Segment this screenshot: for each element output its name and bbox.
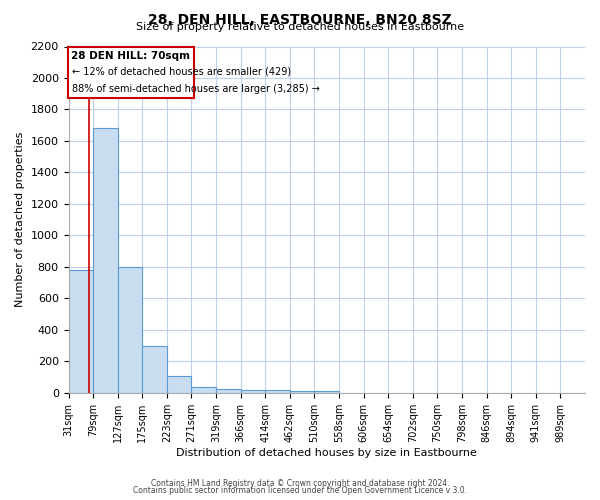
X-axis label: Distribution of detached houses by size in Eastbourne: Distribution of detached houses by size … xyxy=(176,448,477,458)
Bar xyxy=(265,390,290,393)
Bar xyxy=(191,386,216,393)
Text: ← 12% of detached houses are smaller (429): ← 12% of detached houses are smaller (42… xyxy=(71,66,291,76)
Bar xyxy=(216,389,241,393)
Bar xyxy=(314,392,339,393)
Bar xyxy=(142,346,167,393)
Bar xyxy=(290,392,314,393)
Text: Contains public sector information licensed under the Open Government Licence v : Contains public sector information licen… xyxy=(133,486,467,495)
Text: 28, DEN HILL, EASTBOURNE, BN20 8SZ: 28, DEN HILL, EASTBOURNE, BN20 8SZ xyxy=(148,12,452,26)
Bar xyxy=(241,390,265,393)
Text: Size of property relative to detached houses in Eastbourne: Size of property relative to detached ho… xyxy=(136,22,464,32)
Bar xyxy=(93,128,118,393)
Bar xyxy=(167,376,191,393)
Text: 88% of semi-detached houses are larger (3,285) →: 88% of semi-detached houses are larger (… xyxy=(71,84,319,94)
Bar xyxy=(118,267,142,393)
Bar xyxy=(68,270,93,393)
Y-axis label: Number of detached properties: Number of detached properties xyxy=(15,132,25,308)
FancyBboxPatch shape xyxy=(68,46,194,98)
Text: 28 DEN HILL: 70sqm: 28 DEN HILL: 70sqm xyxy=(71,51,190,61)
Text: Contains HM Land Registry data © Crown copyright and database right 2024.: Contains HM Land Registry data © Crown c… xyxy=(151,478,449,488)
